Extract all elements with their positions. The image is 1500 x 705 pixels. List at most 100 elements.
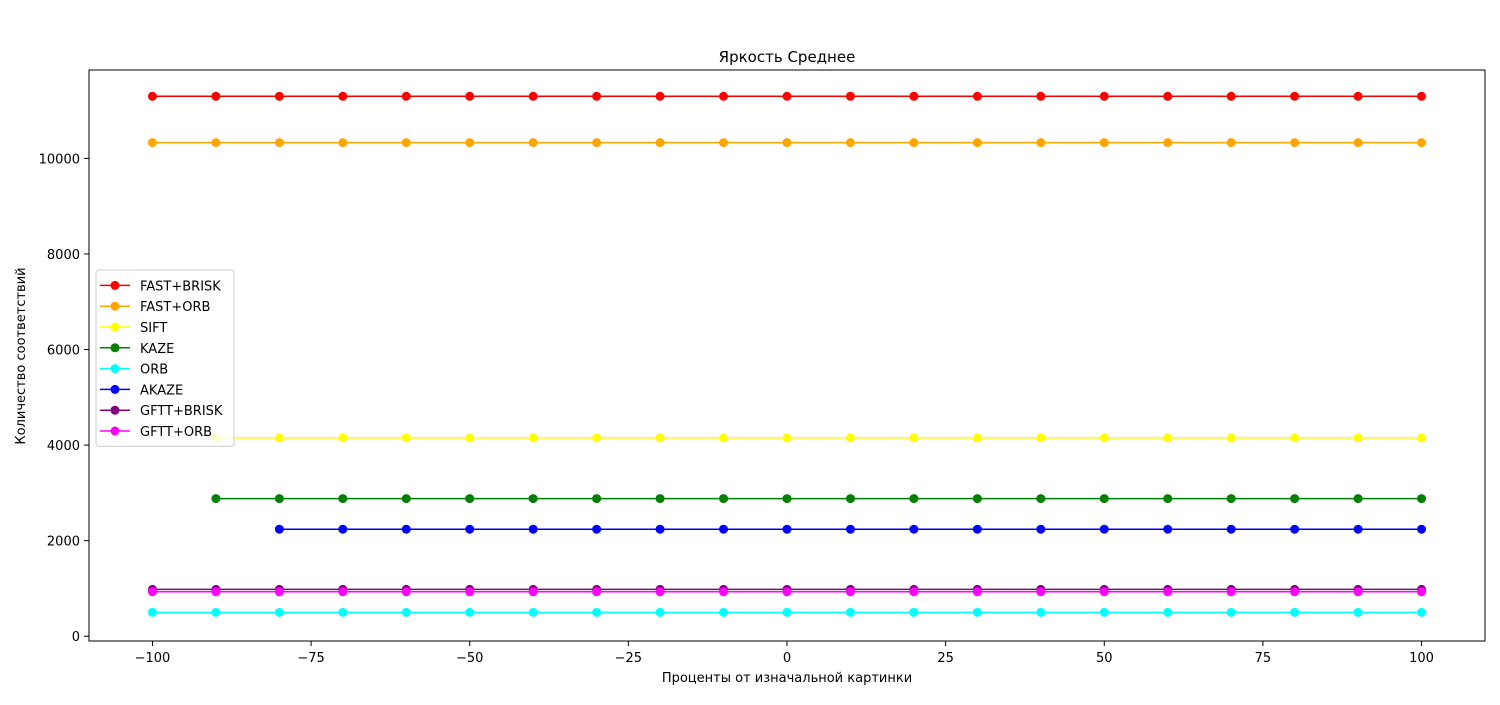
data-point: [401, 91, 411, 101]
data-point: [1290, 587, 1300, 597]
data-point: [1099, 138, 1109, 148]
data-point: [465, 433, 475, 443]
series-kaze: [211, 494, 1427, 504]
data-point: [528, 607, 538, 617]
data-point: [274, 587, 284, 597]
data-point: [1226, 433, 1236, 443]
data-point: [274, 494, 284, 504]
data-point: [465, 607, 475, 617]
data-point: [1290, 433, 1300, 443]
data-point: [1417, 91, 1427, 101]
data-point: [1417, 494, 1427, 504]
data-point: [845, 433, 855, 443]
data-point: [1226, 138, 1236, 148]
data-point: [845, 138, 855, 148]
legend-item: KAZE: [100, 342, 174, 357]
data-point: [909, 494, 919, 504]
legend-label: ORB: [140, 363, 168, 378]
legend-box: [95, 269, 235, 447]
x-tick-label: −100: [135, 651, 171, 666]
data-point: [972, 433, 982, 443]
data-point: [655, 433, 665, 443]
data-point: [1353, 494, 1363, 504]
data-point: [845, 607, 855, 617]
data-point: [655, 607, 665, 617]
data-point: [972, 138, 982, 148]
data-point: [782, 524, 792, 534]
data-point: [655, 138, 665, 148]
data-point: [1099, 607, 1109, 617]
x-tick-label: 100: [1409, 651, 1434, 666]
data-point: [1417, 138, 1427, 148]
data-point: [338, 607, 348, 617]
legend-marker: [110, 343, 120, 353]
data-point: [1353, 91, 1363, 101]
data-point: [719, 524, 729, 534]
data-point: [211, 587, 221, 597]
legend-item: ORB: [100, 363, 168, 378]
data-point: [592, 138, 602, 148]
data-point: [1353, 138, 1363, 148]
data-point: [1036, 433, 1046, 443]
data-point: [1036, 138, 1046, 148]
data-point: [401, 607, 411, 617]
data-point: [1353, 587, 1363, 597]
data-point: [1290, 494, 1300, 504]
data-point: [782, 587, 792, 597]
legend-marker: [110, 280, 120, 290]
data-point: [1353, 524, 1363, 534]
data-point: [1226, 587, 1236, 597]
data-point: [274, 91, 284, 101]
data-point: [528, 587, 538, 597]
data-point: [338, 524, 348, 534]
data-point: [592, 494, 602, 504]
data-point: [972, 524, 982, 534]
legend-label: FAST+BRISK: [140, 279, 221, 294]
y-tick-label: 4000: [47, 439, 80, 454]
data-point: [1163, 138, 1173, 148]
x-tick-label: −75: [297, 651, 324, 666]
data-point: [719, 91, 729, 101]
series-orb: [147, 607, 1427, 617]
data-point: [274, 138, 284, 148]
data-point: [845, 587, 855, 597]
y-tick-label: 2000: [47, 535, 80, 550]
x-tick-label: 50: [1096, 651, 1113, 666]
plot-frame: [88, 69, 1486, 642]
series-sift: [211, 433, 1427, 443]
legend-item: SIFT: [100, 321, 167, 336]
legend-marker: [110, 322, 120, 332]
data-point: [782, 91, 792, 101]
legend-item: FAST+BRISK: [100, 279, 221, 294]
data-point: [782, 494, 792, 504]
data-point: [909, 91, 919, 101]
data-point: [465, 587, 475, 597]
y-axis-label: Количество соответствий: [14, 267, 29, 444]
data-point: [465, 138, 475, 148]
x-tick-label: 0: [783, 651, 791, 666]
y-tick-label: 0: [72, 630, 80, 645]
data-point: [1226, 91, 1236, 101]
x-axis-label: Проценты от изначальной картинки: [662, 671, 912, 686]
legend-item: GFTT+BRISK: [100, 404, 223, 419]
legend-marker: [110, 384, 120, 394]
data-point: [909, 607, 919, 617]
legend-item: FAST+ORB: [100, 300, 210, 315]
data-point: [719, 433, 729, 443]
data-point: [401, 494, 411, 504]
data-point: [528, 433, 538, 443]
x-tick-label: 25: [937, 651, 954, 666]
data-point: [592, 91, 602, 101]
data-point: [909, 138, 919, 148]
data-point: [1226, 607, 1236, 617]
data-point: [1417, 433, 1427, 443]
data-point: [1163, 91, 1173, 101]
series-fast-brisk: [147, 91, 1427, 101]
data-point: [719, 494, 729, 504]
data-point: [147, 587, 157, 597]
data-point: [338, 433, 348, 443]
legend-label: AKAZE: [140, 383, 183, 398]
data-point: [1353, 607, 1363, 617]
series-gftt-orb: [147, 587, 1427, 597]
series-fast-orb: [147, 138, 1427, 148]
